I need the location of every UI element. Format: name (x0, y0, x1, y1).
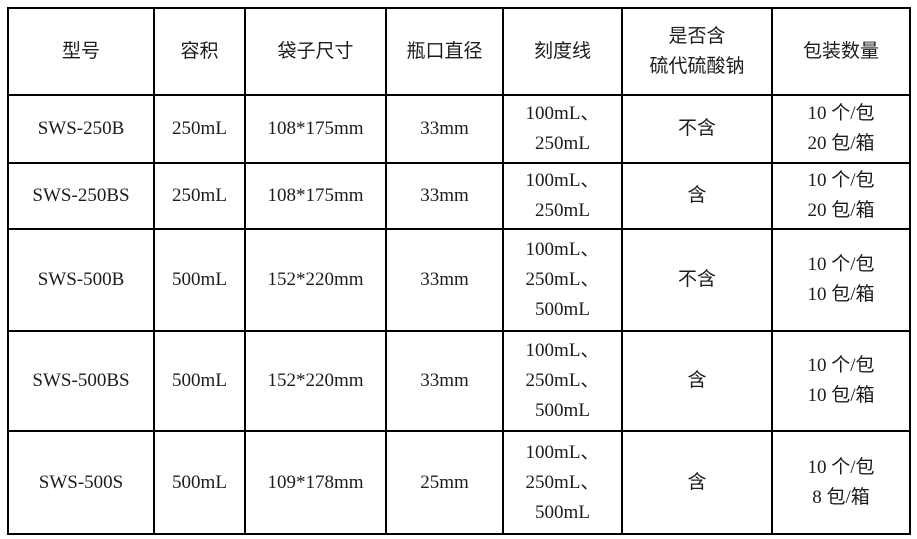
cell-bag-size: 108*175mm (244, 94, 387, 164)
table-row: SWS-500B 500mL 152*220mm 33mm 100mL、 250… (7, 228, 911, 332)
cell-capacity: 250mL (153, 94, 246, 164)
cell-mouth-diameter: 33mm (385, 162, 504, 230)
col-header-graduation-lines: 刻度线 (502, 7, 623, 96)
cell-packing-quantity: 10 个/包 10 包/箱 (771, 228, 911, 332)
header-row: 型号 容积 袋子尺寸 瓶口直径 刻度线 是否含 硫代硫酸钠 包装数量 (7, 7, 911, 96)
cell-packing-quantity: 10 个/包 8 包/箱 (771, 430, 911, 535)
cell-bag-size: 152*220mm (244, 228, 387, 332)
cell-packing-quantity: 10 个/包 20 包/箱 (771, 162, 911, 230)
cell-graduation-lines: 100mL、 250mL、 500mL (502, 228, 623, 332)
cell-model: SWS-250BS (7, 162, 155, 230)
cell-model: SWS-500S (7, 430, 155, 535)
table-body: SWS-250B 250mL 108*175mm 33mm 100mL、 250… (7, 94, 911, 535)
product-spec-table: 型号 容积 袋子尺寸 瓶口直径 刻度线 是否含 硫代硫酸钠 包装数量 SWS-2… (7, 7, 911, 535)
col-header-bag-size: 袋子尺寸 (244, 7, 387, 96)
cell-graduation-lines: 100mL、 250mL (502, 94, 623, 164)
cell-bag-size: 109*178mm (244, 430, 387, 535)
cell-model: SWS-250B (7, 94, 155, 164)
cell-bag-size: 152*220mm (244, 330, 387, 432)
cell-capacity: 500mL (153, 330, 246, 432)
cell-graduation-lines: 100mL、 250mL (502, 162, 623, 230)
table-row: SWS-500BS 500mL 152*220mm 33mm 100mL、 25… (7, 330, 911, 432)
cell-graduation-lines: 100mL、 250mL、 500mL (502, 430, 623, 535)
cell-mouth-diameter: 25mm (385, 430, 504, 535)
cell-graduation-lines: 100mL、 250mL、 500mL (502, 330, 623, 432)
col-header-capacity: 容积 (153, 7, 246, 96)
table-row: SWS-500S 500mL 109*178mm 25mm 100mL、 250… (7, 430, 911, 535)
col-header-sodium-thiosulfate: 是否含 硫代硫酸钠 (621, 7, 773, 96)
cell-bag-size: 108*175mm (244, 162, 387, 230)
table-row: SWS-250B 250mL 108*175mm 33mm 100mL、 250… (7, 94, 911, 164)
table-row: SWS-250BS 250mL 108*175mm 33mm 100mL、 25… (7, 162, 911, 230)
cell-model: SWS-500B (7, 228, 155, 332)
col-header-model: 型号 (7, 7, 155, 96)
cell-capacity: 500mL (153, 228, 246, 332)
cell-capacity: 250mL (153, 162, 246, 230)
cell-sodium-thiosulfate: 不含 (621, 228, 773, 332)
cell-model: SWS-500BS (7, 330, 155, 432)
cell-packing-quantity: 10 个/包 10 包/箱 (771, 330, 911, 432)
cell-mouth-diameter: 33mm (385, 94, 504, 164)
cell-packing-quantity: 10 个/包 20 包/箱 (771, 94, 911, 164)
cell-sodium-thiosulfate: 含 (621, 162, 773, 230)
col-header-mouth-diameter: 瓶口直径 (385, 7, 504, 96)
cell-capacity: 500mL (153, 430, 246, 535)
cell-sodium-thiosulfate: 不含 (621, 94, 773, 164)
table-header: 型号 容积 袋子尺寸 瓶口直径 刻度线 是否含 硫代硫酸钠 包装数量 (7, 7, 911, 96)
col-header-packing-quantity: 包装数量 (771, 7, 911, 96)
cell-mouth-diameter: 33mm (385, 330, 504, 432)
cell-sodium-thiosulfate: 含 (621, 430, 773, 535)
cell-sodium-thiosulfate: 含 (621, 330, 773, 432)
cell-mouth-diameter: 33mm (385, 228, 504, 332)
